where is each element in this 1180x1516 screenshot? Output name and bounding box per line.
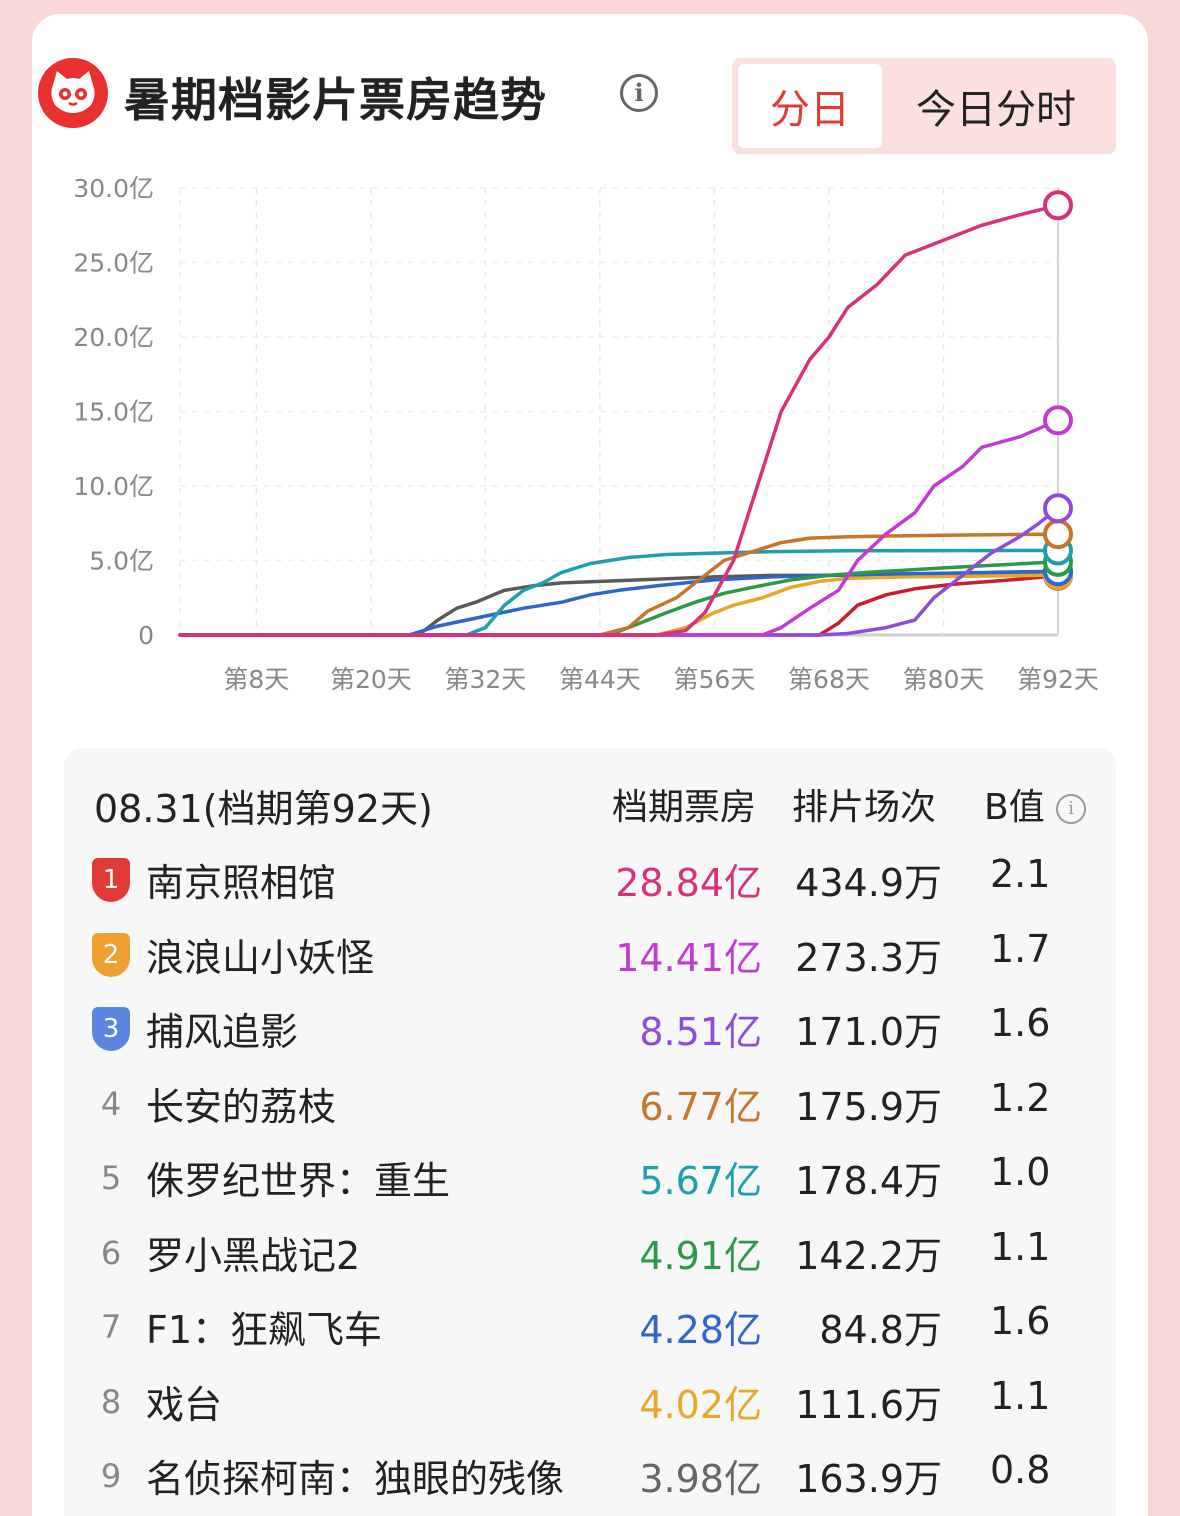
b-value: 1.6 xyxy=(990,1001,1051,1045)
season-gross: 28.84亿 xyxy=(615,861,762,905)
series-line xyxy=(178,506,1060,637)
b-value: 1.1 xyxy=(990,1224,1051,1269)
season-gross: 6.77亿 xyxy=(639,1084,762,1129)
page-title: 暑期档影片票房趋势 xyxy=(124,73,547,127)
table-row[interactable]: 5 侏罗纪世界：重生 5.67亿 178.4万 1.0 xyxy=(64,1146,1116,1220)
b-value: 0.8 xyxy=(990,1448,1051,1492)
table-header: 08.31(档期第92天) 档期票房 排片场次 B值 i xyxy=(64,778,1116,838)
table-date: 08.31(档期第92天) xyxy=(94,787,433,831)
rank-number: 6 xyxy=(100,1233,122,1272)
b-value: 1.2 xyxy=(990,1075,1051,1120)
view-tabs: 分日 今日分时 xyxy=(732,58,1116,154)
header-shows[interactable]: 排片场次 xyxy=(792,787,937,828)
table-row[interactable]: 8 戏台 4.02亿 111.6万 1.1 xyxy=(64,1370,1116,1444)
rank-number: 7 xyxy=(100,1308,122,1346)
season-gross: 5.67亿 xyxy=(639,1159,762,1203)
movie-name: 南京照相馆 xyxy=(146,861,337,905)
b-value: 1.7 xyxy=(990,926,1051,971)
movie-name: 名侦探柯南：独眼的残像 xyxy=(146,1457,565,1501)
y-tick-label: 20.0亿 xyxy=(73,323,154,352)
b-value: 1.1 xyxy=(990,1373,1051,1418)
header-bval[interactable]: B值 i xyxy=(984,778,1087,830)
x-tick-label: 第20天 xyxy=(330,665,412,694)
season-gross: 4.02亿 xyxy=(639,1382,762,1427)
movie-name: 捕风追影 xyxy=(146,1010,299,1054)
x-tick-label: 第8天 xyxy=(223,665,289,694)
maoyan-cat-logo-icon xyxy=(38,58,108,128)
tab-today-hourly[interactable]: 今日分时 xyxy=(916,87,1076,133)
tab-daily[interactable]: 分日 xyxy=(738,64,882,148)
series-line xyxy=(178,573,1060,637)
y-tick-label: 0 xyxy=(138,621,154,650)
x-tick-label: 第68天 xyxy=(788,665,870,694)
b-value: 1.0 xyxy=(990,1150,1051,1194)
rank-badge: 3 xyxy=(92,1007,130,1051)
box-office-line-chart: 0 5.0亿 10.0亿 15.0亿 20.0亿 25.0亿 30.0亿 第8天 第20天 第3… xyxy=(73,174,1099,694)
movie-name: 罗小黑战记2 xyxy=(146,1233,361,1278)
rank-number: 5 xyxy=(100,1159,122,1197)
y-tick-label: 10.0亿 xyxy=(73,472,154,501)
season-gross: 8.51亿 xyxy=(639,1010,762,1054)
y-tick-label: 15.0亿 xyxy=(73,398,154,427)
season-gross: 14.41亿 xyxy=(615,935,762,980)
info-icon[interactable]: i xyxy=(620,74,658,112)
series-line xyxy=(178,573,1060,637)
rank-number: 9 xyxy=(100,1457,122,1495)
y-tick-label: 25.0亿 xyxy=(73,249,154,278)
movie-name: 侏罗纪世界：重生 xyxy=(146,1159,451,1203)
header-bval-label: B值 xyxy=(984,787,1045,828)
movie-name: 长安的荔枝 xyxy=(146,1084,337,1129)
screenings-count: 142.2万 xyxy=(795,1233,942,1278)
movie-name: F1：狂飙飞车 xyxy=(146,1308,383,1352)
movie-name: 戏台 xyxy=(146,1382,223,1427)
x-tick-label: 第92天 xyxy=(1017,665,1099,694)
table-row[interactable]: 2 浪浪山小妖怪 14.41亿 273.3万 1.7 xyxy=(64,923,1116,997)
ranking-table: 08.31(档期第92天) 档期票房 排片场次 B值 i 1 南京照相馆 28.84… xyxy=(64,748,1116,1516)
b-value: 1.6 xyxy=(990,1299,1051,1343)
series-end-marker[interactable] xyxy=(1043,405,1073,436)
series-end-marker[interactable] xyxy=(1043,519,1073,550)
table-row[interactable]: 9 名侦探柯南：独眼的残像 3.98亿 163.9万 0.8 xyxy=(64,1444,1116,1516)
series-line xyxy=(178,532,1060,637)
x-tick-label: 第56天 xyxy=(674,665,756,694)
series-line xyxy=(178,570,1060,637)
y-tick-label: 5.0亿 xyxy=(89,547,154,576)
movie-name: 浪浪山小妖怪 xyxy=(146,935,375,980)
screenings-count: 178.4万 xyxy=(795,1159,942,1203)
screenings-count: 111.6万 xyxy=(795,1382,942,1427)
rank-number: 8 xyxy=(100,1382,122,1421)
b-value: 2.1 xyxy=(990,852,1051,896)
table-row[interactable]: 3 捕风追影 8.51亿 171.0万 1.6 xyxy=(64,997,1116,1071)
screenings-count: 171.0万 xyxy=(795,1010,942,1054)
rank-number: 4 xyxy=(100,1084,122,1123)
season-gross: 3.98亿 xyxy=(639,1457,762,1501)
y-tick-label: 30.0亿 xyxy=(73,174,154,203)
x-tick-label: 第44天 xyxy=(559,665,641,694)
screenings-count: 273.3万 xyxy=(795,935,942,980)
header-gross[interactable]: 档期票房 xyxy=(612,787,757,828)
series-line xyxy=(178,548,1060,637)
x-tick-label: 第32天 xyxy=(444,665,526,694)
series-line xyxy=(178,203,1060,637)
table-row[interactable]: 6 罗小黑战记2 4.91亿 142.2万 1.1 xyxy=(64,1221,1116,1295)
screenings-count: 175.9万 xyxy=(795,1084,942,1129)
header: 暑期档影片票房趋势 i 分日 今日分时 xyxy=(38,58,1116,158)
screenings-count: 84.8万 xyxy=(819,1308,942,1352)
rank-badge: 2 xyxy=(92,932,130,977)
rank-badge: 1 xyxy=(92,858,130,902)
bval-info-icon[interactable]: i xyxy=(1056,794,1087,824)
season-gross: 4.91亿 xyxy=(639,1233,762,1278)
x-tick-label: 第80天 xyxy=(903,665,985,694)
series-end-marker[interactable] xyxy=(1043,190,1073,221)
series-line xyxy=(178,418,1060,637)
table-row[interactable]: 4 长安的荔枝 6.77亿 175.9万 1.2 xyxy=(64,1072,1116,1146)
screenings-count: 163.9万 xyxy=(795,1457,942,1501)
screenings-count: 434.9万 xyxy=(795,861,942,905)
series-end-marker[interactable] xyxy=(1043,493,1073,524)
season-gross: 4.28亿 xyxy=(639,1308,762,1352)
table-row[interactable]: 7 F1：狂飙飞车 4.28亿 84.8万 1.6 xyxy=(64,1295,1116,1369)
table-row[interactable]: 1 南京照相馆 28.84亿 434.9万 2.1 xyxy=(64,848,1116,922)
